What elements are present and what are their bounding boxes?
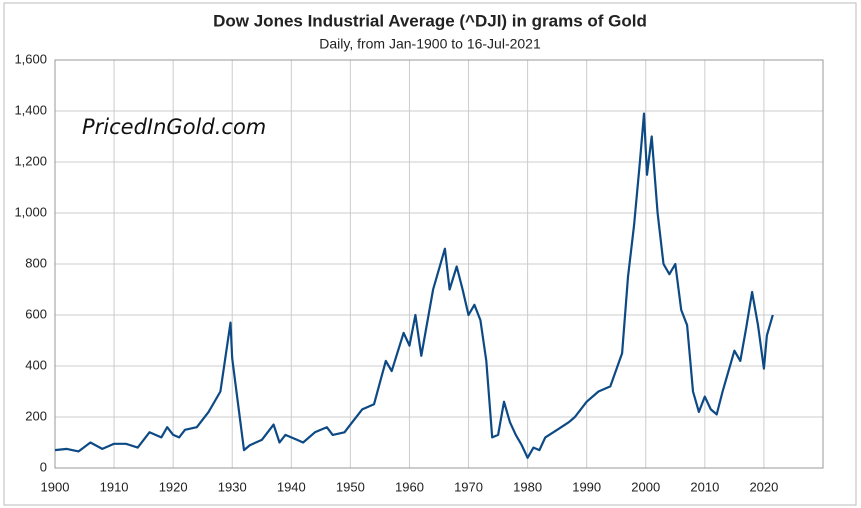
y-tick-label: 1,200: [14, 153, 47, 168]
y-tick-label: 800: [25, 255, 47, 270]
plot-border: [54, 59, 824, 469]
price-line: [54, 112, 774, 459]
y-tick-label: 1,400: [14, 102, 47, 117]
y-tick-label: 400: [25, 357, 47, 372]
y-tick-label: 1,000: [14, 204, 47, 219]
x-tick-label: 2010: [690, 479, 719, 494]
x-tick-label: 1930: [218, 479, 247, 494]
x-tick-label: 1990: [572, 479, 601, 494]
x-tick-label: 1920: [159, 479, 188, 494]
x-tick-label: 1950: [336, 479, 365, 494]
x-tick-label: 1980: [513, 479, 542, 494]
x-tick-label: 1940: [277, 479, 306, 494]
x-tick-label: 1960: [395, 479, 424, 494]
x-tick-label: 1900: [41, 479, 70, 494]
y-tick-label: 200: [25, 408, 47, 423]
y-tick-label: 0: [40, 459, 47, 474]
y-tick-label: 1,600: [14, 51, 47, 66]
chart-title: Dow Jones Industrial Average (^DJI) in g…: [213, 11, 647, 30]
frame: [3, 2, 857, 506]
x-tick-label: 1970: [454, 479, 483, 494]
x-tick-label: 1910: [100, 479, 129, 494]
chart-subtitle: Daily, from Jan-1900 to 16-Jul-2021: [319, 36, 541, 52]
x-tick-label: 2020: [749, 479, 778, 494]
watermark: PricedInGold.com: [82, 115, 266, 139]
x-tick-label: 2000: [631, 479, 660, 494]
y-tick-label: 600: [25, 306, 47, 321]
